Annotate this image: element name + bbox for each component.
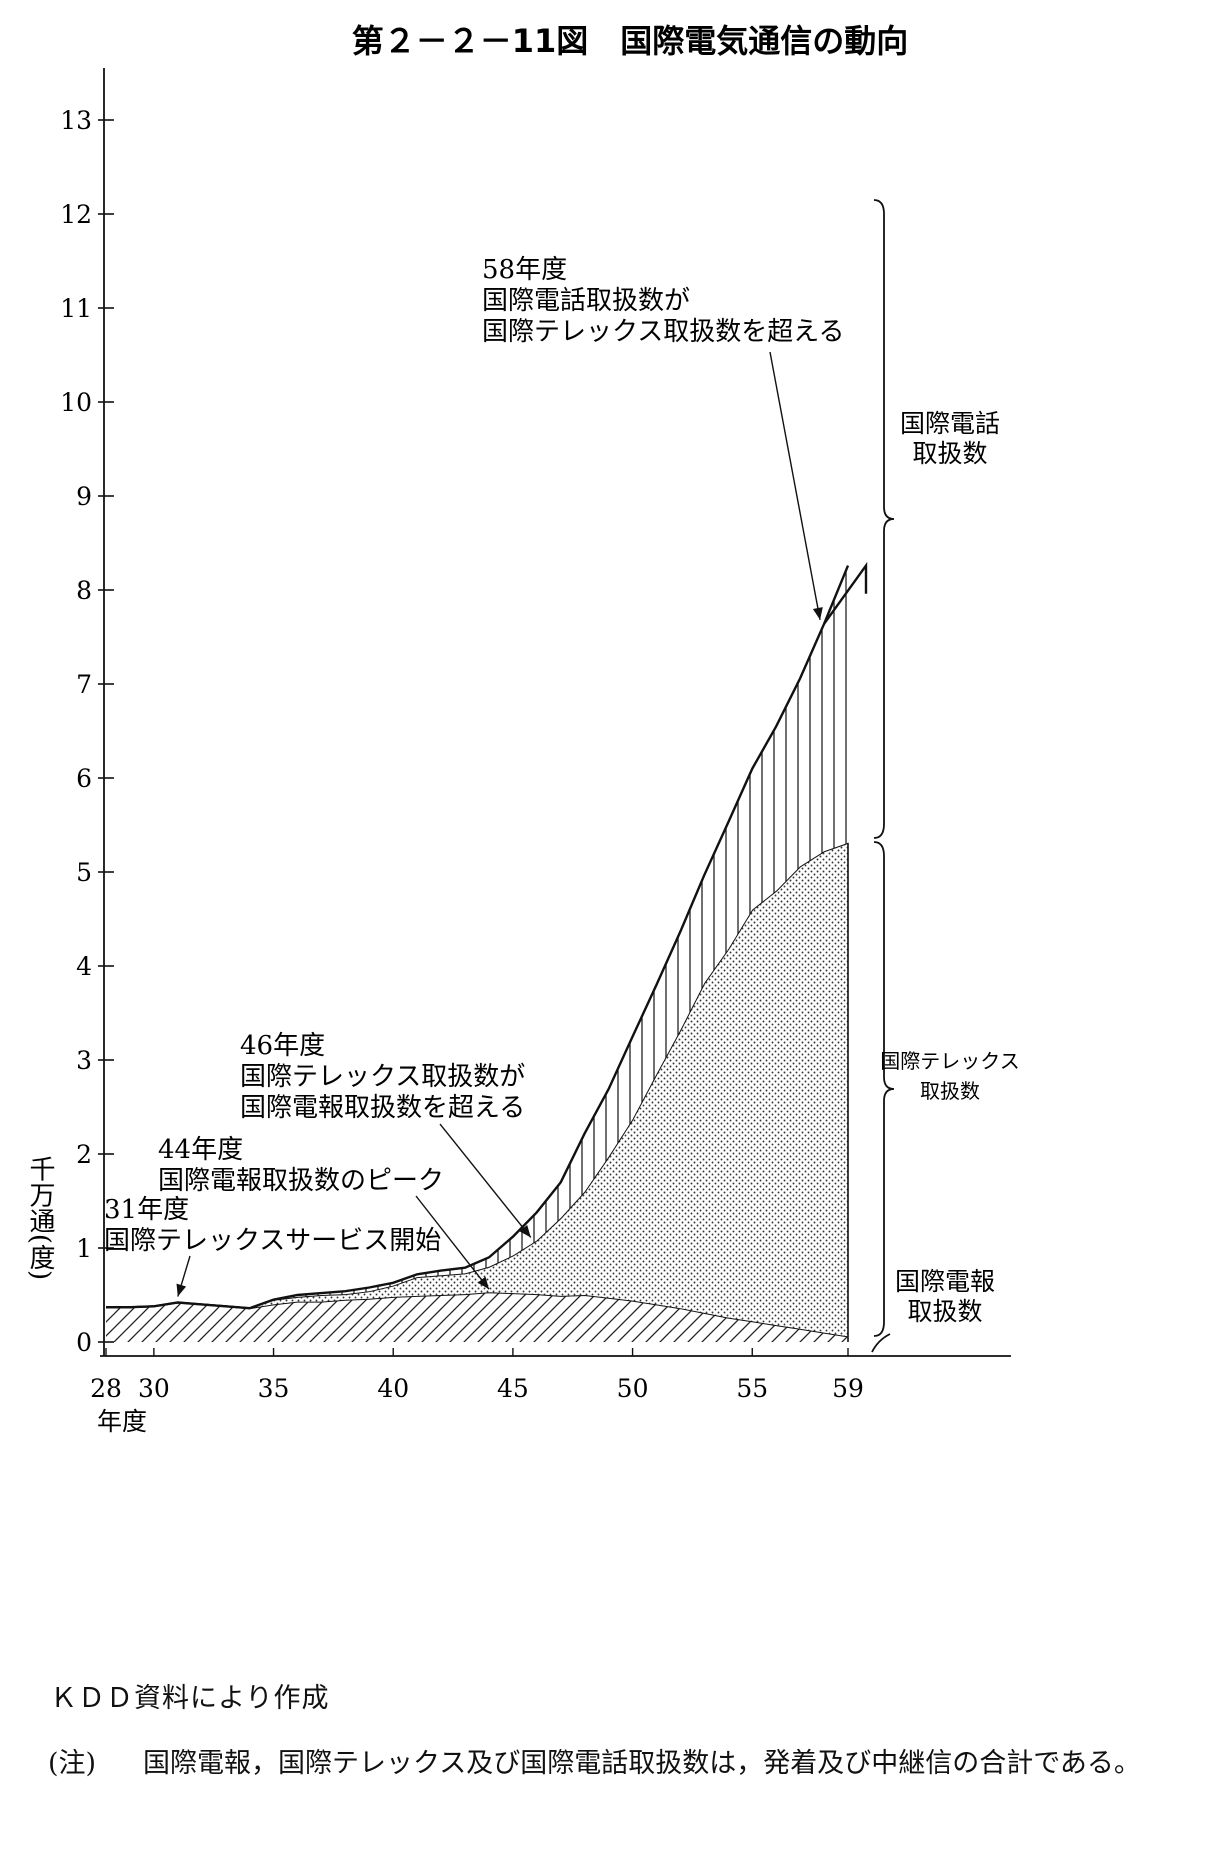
bracket-label: 国際電話: [900, 409, 1000, 438]
x-tick-label: 50: [617, 1374, 649, 1403]
bracket-label: 国際電報: [895, 1267, 995, 1296]
annotation-arrowhead: [812, 607, 823, 620]
x-tick-label: 28: [90, 1374, 122, 1403]
annotation-line: 44年度: [158, 1135, 243, 1165]
annotation-line: 国際テレックス取扱数を超える: [482, 317, 844, 347]
bracket-telex: [873, 841, 895, 1337]
bracket-telegram: [871, 1333, 891, 1353]
y-tick-label: 8: [76, 576, 92, 605]
y-tick-label: 2: [76, 1140, 92, 1169]
y-tick-label: 4: [76, 952, 92, 981]
y-tick-label: 0: [76, 1328, 92, 1357]
x-axis-label: 年度: [97, 1407, 147, 1436]
note-text: 国際電報，国際テレックス及び国際電話取扱数は，発着及び中継信の合計である。: [143, 1748, 1141, 1779]
x-tick-label: 45: [497, 1374, 529, 1403]
annotation-line: 国際テレックスサービス開始: [104, 1226, 441, 1256]
bracket-telephone: [873, 199, 895, 839]
y-tick-label: 12: [60, 200, 92, 229]
note: (注) 国際電報，国際テレックス及び国際電話取扱数は，発着及び中継信の合計である。: [48, 1738, 1188, 1790]
annotation-line: 国際テレックス取扱数が: [240, 1062, 525, 1092]
telephone-peak-line: [823, 561, 868, 625]
x-tick-label: 30: [138, 1374, 170, 1403]
series-areas: [106, 561, 868, 1342]
y-tick-label: 7: [76, 670, 92, 699]
area-telegram: [106, 1292, 848, 1342]
bracket-label: 取扱数: [907, 1297, 982, 1326]
area-telephone: [106, 565, 848, 1309]
annotation-leader: [769, 351, 821, 620]
x-tick-label: 59: [832, 1374, 864, 1403]
x-tick-label: 35: [258, 1374, 290, 1403]
y-tick-label: 9: [76, 482, 92, 511]
bracket-label: 取扱数: [920, 1079, 980, 1103]
annotation-line: 58年度: [482, 255, 567, 285]
y-tick-label: 5: [76, 858, 92, 887]
annotation-arrowhead: [519, 1225, 531, 1238]
bracket-label: 取扱数: [912, 439, 987, 468]
annotation-line: 国際電報取扱数を超える: [240, 1093, 525, 1123]
annotation-line: 46年度: [240, 1031, 325, 1061]
x-tick-label: 55: [736, 1374, 768, 1403]
annotation-line: 国際電話取扱数が: [482, 286, 690, 316]
y-tick-label: 1: [76, 1234, 92, 1263]
bracket-label: 国際テレックス: [880, 1049, 1019, 1073]
annotation-line: 31年度: [104, 1195, 189, 1225]
y-tick-label: 10: [60, 388, 92, 417]
annotation-leader: [415, 1195, 490, 1290]
y-axis-label: 千万通(度): [25, 1156, 55, 1280]
annotation-leader: [439, 1123, 532, 1238]
y-tick-label: 11: [60, 294, 92, 323]
x-tick-label: 40: [377, 1374, 409, 1403]
area-telex: [106, 842, 848, 1337]
annotation-arrowhead: [477, 1276, 489, 1290]
y-tick-label: 6: [76, 764, 92, 793]
source-text: ＫＤＤ資料により作成: [50, 1683, 330, 1714]
chart-title: 第２－２－11図 国際電気通信の動向: [352, 22, 909, 60]
y-tick-label: 13: [60, 106, 92, 135]
annotation-line: 国際電報取扱数のピーク: [158, 1166, 444, 1196]
annotation-arrowhead: [176, 1283, 187, 1297]
y-tick-label: 3: [76, 1046, 92, 1075]
note-label: (注): [48, 1748, 97, 1779]
line-telephone: [106, 565, 850, 1310]
